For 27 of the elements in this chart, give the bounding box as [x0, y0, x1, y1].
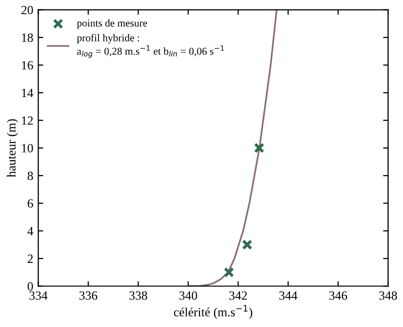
point: [254, 142, 264, 154]
y-tick-label: 14: [22, 88, 34, 98]
y-tick-label: 4: [27, 226, 34, 236]
x-tick-label: 334: [30, 291, 48, 300]
point: [242, 239, 252, 250]
text: profil hybride : a$_{log}$ = 0,28 m.s$^{−1}$ et b$_{lin}$ = 0,06 s$^{−1}$: [76, 34, 224, 58]
y-tick-label: 16: [22, 61, 34, 70]
x-tick-label: 338: [129, 291, 148, 300]
x-tick-label: 348: [379, 291, 397, 300]
y-tick-label: 0: [28, 282, 33, 291]
y-tick-label: 8: [28, 172, 33, 180]
x-tick-label: 342: [229, 291, 247, 300]
legend-label: points de mesure: [76, 19, 148, 29]
x-tick-label: 344: [279, 291, 298, 300]
y-axis-title: hauteur (m): [6, 119, 18, 178]
y-tick-label: 20: [21, 6, 33, 14]
point: [224, 267, 234, 278]
x-tick-label: 346: [329, 291, 348, 300]
y-tick-label: 6: [28, 199, 34, 208]
y-tick-label: 12: [22, 116, 33, 125]
y-tick-label: 2: [28, 254, 33, 263]
y-tick-label: 18: [22, 33, 33, 42]
x-tick-label: 340: [179, 291, 198, 300]
line-series: [187, 10, 278, 286]
x-tick-label: 336: [79, 291, 98, 300]
y-tick-label: 10: [22, 144, 33, 152]
x-axis-title: célérité (m.s$^{−1}$): [174, 305, 252, 319]
